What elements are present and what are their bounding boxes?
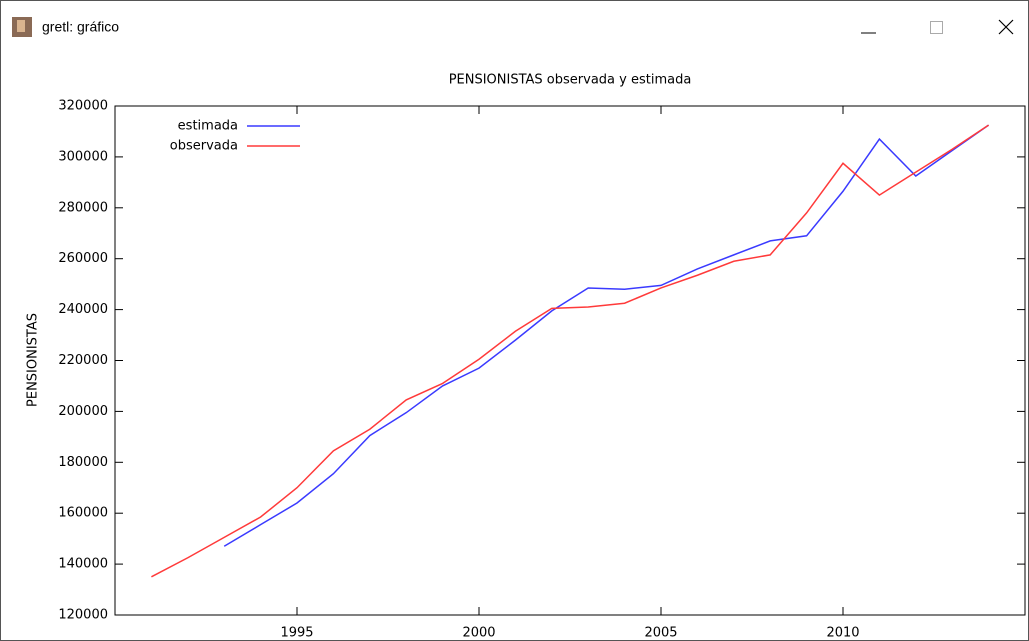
close-button[interactable] — [998, 19, 1014, 35]
chart-title: PENSIONISTAS observada y estimada — [449, 73, 692, 88]
y-tick-label: 140000 — [58, 557, 108, 572]
legend-label: observada — [170, 139, 238, 154]
y-tick-label: 220000 — [58, 353, 108, 368]
y-tick-label: 240000 — [58, 302, 108, 317]
y-tick-label: 160000 — [58, 506, 108, 521]
x-tick-label: 2010 — [826, 626, 859, 641]
series-line — [151, 124, 990, 578]
window-title: gretl: gráfico — [42, 19, 119, 35]
y-tick-label: 260000 — [58, 251, 108, 266]
y-tick-label: 200000 — [58, 404, 108, 419]
y-axis-label: PENSIONISTAS — [26, 313, 41, 407]
series-line — [223, 124, 990, 547]
legend-label: estimada — [178, 119, 238, 134]
y-tick-label: 280000 — [58, 200, 108, 215]
x-tick-label: 2000 — [462, 626, 495, 641]
maximize-button[interactable] — [930, 21, 943, 34]
y-tick-label: 300000 — [58, 149, 108, 164]
y-tick-label: 180000 — [58, 455, 108, 470]
y-tick-label: 320000 — [58, 99, 108, 114]
x-tick-label: 1995 — [280, 626, 313, 641]
y-tick-label: 120000 — [58, 608, 108, 623]
x-tick-label: 2005 — [644, 626, 677, 641]
app-icon-face — [17, 20, 25, 32]
